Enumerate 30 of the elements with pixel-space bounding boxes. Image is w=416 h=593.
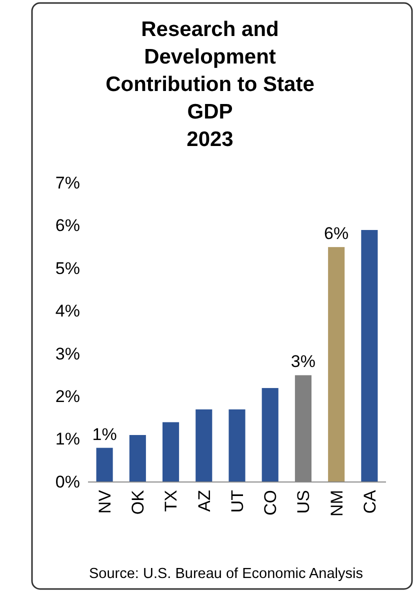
bar (129, 435, 146, 482)
y-tick-label: 7% (55, 173, 80, 192)
bar (162, 422, 180, 482)
source-note: Source: U.S. Bureau of Economic Analysis (88, 566, 364, 582)
y-tick-label: 6% (55, 216, 80, 236)
x-tick-label: TX (162, 490, 181, 512)
y-tick-label: 0% (55, 472, 80, 492)
bar (328, 247, 345, 482)
bar (262, 388, 278, 482)
x-tick-label: NM (327, 490, 346, 516)
data-label: 3% (290, 352, 316, 372)
y-tick-label: 2% (55, 387, 80, 406)
y-tick-label: 4% (55, 302, 80, 321)
bar (96, 448, 113, 482)
bar (228, 409, 246, 482)
x-tick-label: CA (360, 489, 380, 514)
x-tick-label: OK (128, 489, 148, 515)
y-tick-label: 5% (55, 258, 80, 278)
x-tick-label: US (294, 490, 314, 514)
x-tick-label: NV (96, 489, 115, 514)
chart-title: Research and Development Contribution to State GDP 2023 (106, 18, 314, 151)
data-label: 6% (324, 224, 349, 244)
bar (196, 409, 212, 482)
x-tick-label: CO (261, 490, 280, 516)
y-tick-label: 1% (55, 430, 80, 449)
y-tick-label: 3% (55, 344, 80, 364)
bar (361, 230, 378, 482)
x-tick-label: AZ (194, 490, 214, 512)
x-tick-label: UT (228, 490, 247, 513)
data-label: 1% (92, 424, 117, 444)
